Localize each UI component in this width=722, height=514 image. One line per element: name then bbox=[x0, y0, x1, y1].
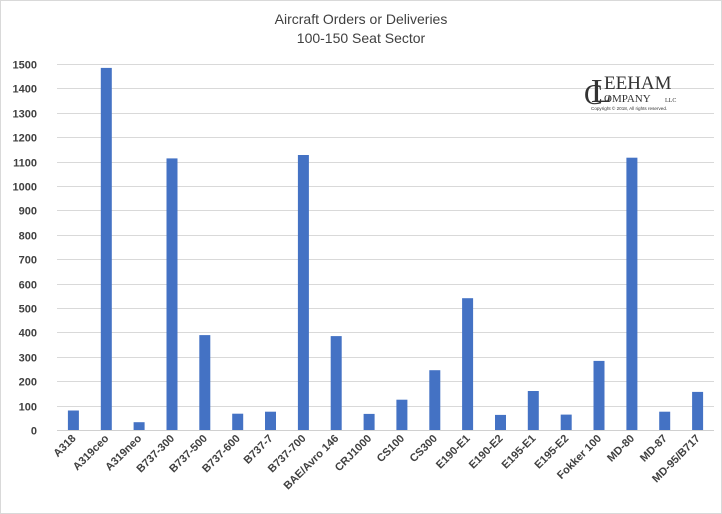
bar-A319neo bbox=[133, 422, 145, 430]
bar-MD-80 bbox=[626, 157, 638, 430]
logo-letter-c: C bbox=[584, 80, 603, 111]
y-tick-label: 400 bbox=[19, 328, 37, 340]
y-tick-label: 1000 bbox=[13, 182, 37, 194]
x-tick-label: MD-87 bbox=[638, 433, 670, 465]
x-tick-label: E195-E1 bbox=[500, 433, 539, 472]
bar-B737-500 bbox=[199, 335, 211, 430]
bar-A318 bbox=[67, 410, 79, 430]
logo-suffix: LLC bbox=[665, 98, 676, 104]
logo-letter-l: L bbox=[591, 73, 612, 110]
logo-copyright: Copyright © 2018, All rights reserved. bbox=[591, 105, 667, 111]
y-tick-label: 1300 bbox=[13, 109, 37, 121]
x-tick-label: CS300 bbox=[408, 433, 440, 465]
y-tick-label: 300 bbox=[19, 353, 37, 365]
x-tick-label: CS100 bbox=[375, 433, 407, 465]
x-tick-label: E190-E1 bbox=[434, 433, 473, 472]
bar-CS300 bbox=[429, 370, 441, 430]
x-tick-label: A318 bbox=[51, 433, 78, 460]
bar-B737-700 bbox=[297, 155, 309, 430]
y-tick-label: 800 bbox=[19, 231, 37, 243]
y-tick-label: 1500 bbox=[13, 60, 37, 72]
y-tick-label: 900 bbox=[19, 206, 37, 218]
bar-CS100 bbox=[396, 399, 408, 430]
bars bbox=[67, 67, 704, 431]
bar-B737-7 bbox=[265, 411, 276, 430]
y-tick-label: 500 bbox=[19, 304, 37, 316]
bar-MD-95/B717 bbox=[692, 391, 704, 430]
y-tick-label: 600 bbox=[19, 280, 37, 292]
chart-subtitle: 100-150 Seat Sector bbox=[297, 30, 426, 46]
bar-E190-E1 bbox=[462, 298, 474, 430]
chart-title: Aircraft Orders or Deliveries bbox=[275, 11, 448, 27]
y-tick-label: 100 bbox=[19, 402, 37, 414]
bar-E190-E2 bbox=[495, 414, 506, 430]
bar-E195-E2 bbox=[560, 414, 572, 430]
bar-Fokker 100 bbox=[593, 360, 605, 430]
bar-BAE/Avro 146 bbox=[330, 336, 342, 430]
bar-B737-600 bbox=[232, 413, 244, 430]
x-tick-label: E190-E2 bbox=[467, 433, 506, 472]
y-tick-label: 700 bbox=[19, 255, 37, 267]
x-tick-label: MD-80 bbox=[605, 433, 637, 465]
y-tick-label: 0 bbox=[31, 426, 37, 438]
y-tick-label: 1100 bbox=[13, 158, 37, 170]
x-tick-label: CRJ1000 bbox=[333, 433, 374, 474]
bar-E195-E1 bbox=[527, 391, 539, 430]
bar-B737-300 bbox=[166, 158, 178, 430]
y-tick-label: 1400 bbox=[13, 84, 37, 96]
y-tick-label: 200 bbox=[19, 377, 37, 389]
logo-line2: OMPANY bbox=[604, 93, 651, 105]
y-axis-tick-labels: 0 100 200 300 400 500 600 700 800 900 1000 1100 1200… bbox=[13, 60, 37, 438]
bar-CRJ1000 bbox=[363, 413, 375, 430]
grid-lines bbox=[57, 64, 714, 407]
logo-line1: EEHAM bbox=[604, 73, 672, 94]
bar-MD-87 bbox=[659, 411, 671, 430]
y-tick-label: 1200 bbox=[13, 133, 37, 145]
bar-A319ceo bbox=[100, 67, 112, 431]
leeham-logo: L EEHAM C OMPANY LLC Copyright © 2018, A… bbox=[584, 73, 676, 111]
x-axis-tick-labels: A318A319ceoA319neoB737-300B737-500B737-6… bbox=[51, 432, 702, 492]
